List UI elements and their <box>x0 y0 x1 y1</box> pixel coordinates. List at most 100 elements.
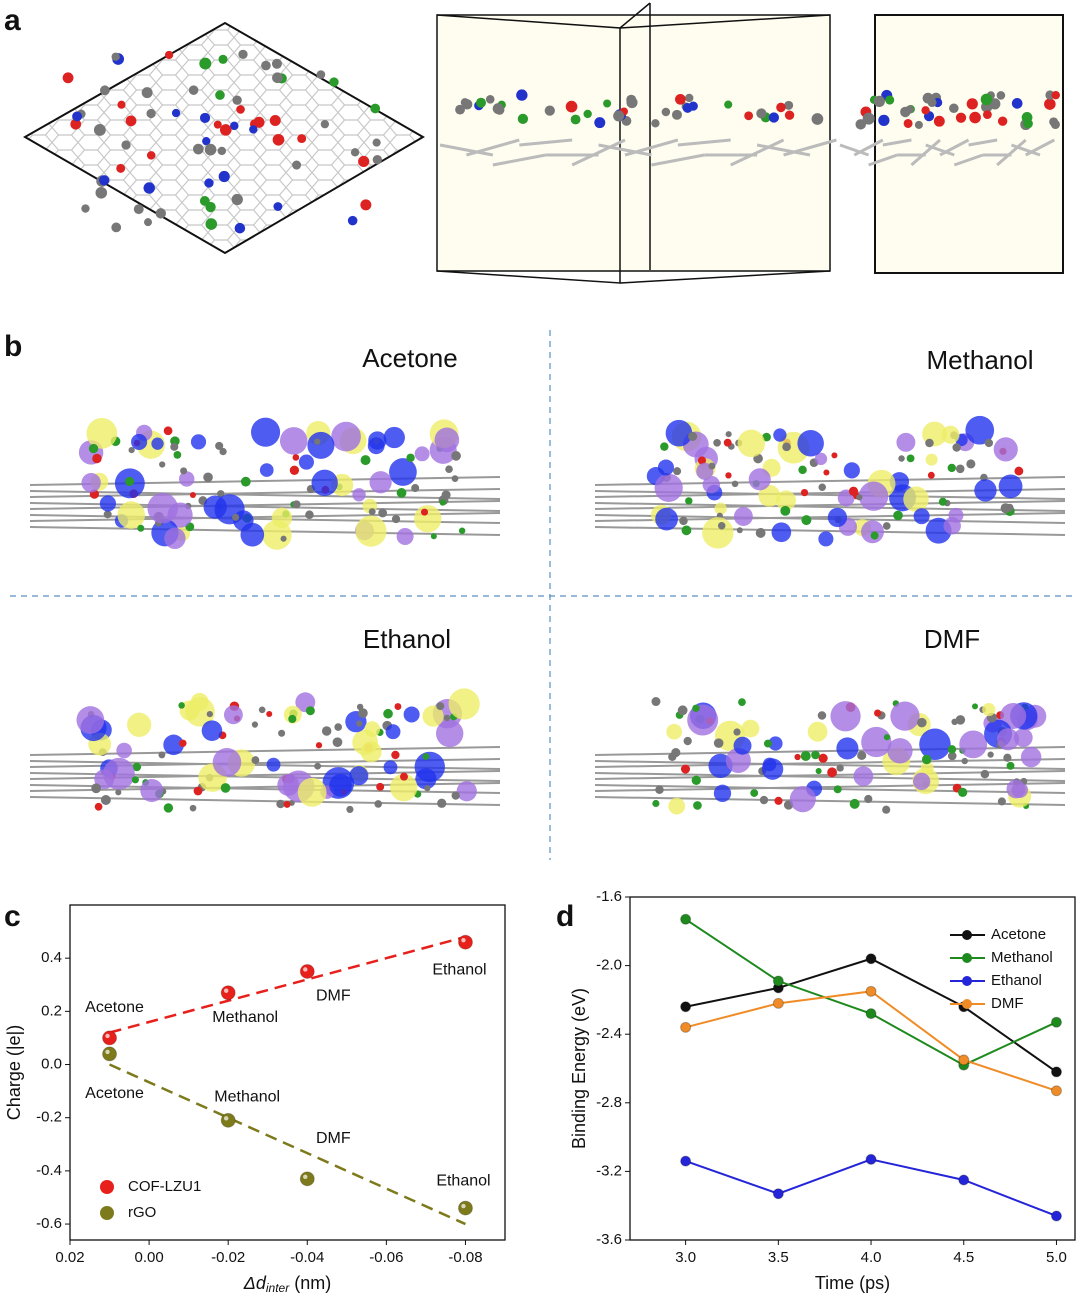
atom <box>439 499 446 506</box>
atom <box>411 484 420 493</box>
x-axis-title-part: inter <box>266 1281 290 1295</box>
atom <box>147 492 179 524</box>
x-tick-label: -0.02 <box>211 1249 245 1266</box>
atom <box>878 114 890 126</box>
atom <box>843 462 860 479</box>
atom <box>91 783 102 794</box>
atom <box>780 505 791 516</box>
atom <box>189 492 196 499</box>
atom <box>456 781 477 802</box>
bond <box>953 153 984 167</box>
atom <box>583 109 592 119</box>
bond <box>594 500 1066 510</box>
atom <box>736 527 743 534</box>
point <box>958 1054 970 1066</box>
atom <box>874 709 882 717</box>
atom <box>823 469 830 476</box>
atom <box>744 111 754 121</box>
atom <box>347 215 358 226</box>
atom <box>422 753 430 760</box>
atom <box>133 204 144 215</box>
atom <box>445 465 453 474</box>
atom <box>94 802 103 811</box>
atom <box>983 110 992 120</box>
atom <box>982 703 996 717</box>
atom <box>1006 779 1026 799</box>
atom <box>849 798 860 809</box>
y-tick-label: 0.4 <box>41 949 62 966</box>
atom <box>603 99 612 108</box>
atom <box>830 701 861 732</box>
point <box>299 1171 315 1187</box>
atom <box>671 747 681 758</box>
atom <box>202 136 211 146</box>
point-label: Acetone <box>85 999 144 1016</box>
atom <box>116 163 126 173</box>
atom <box>141 87 153 99</box>
point-label: Methanol <box>214 1089 280 1106</box>
point-label: DMF <box>316 988 351 1005</box>
atom <box>430 533 437 540</box>
bond <box>594 796 1066 806</box>
bond <box>519 138 573 147</box>
point-highlight <box>303 1174 308 1180</box>
bond <box>466 138 520 157</box>
atom <box>801 515 812 526</box>
atom <box>289 465 300 475</box>
atom <box>797 430 824 457</box>
atom <box>358 155 370 168</box>
atom <box>818 753 828 763</box>
atom <box>259 463 274 477</box>
atom <box>81 473 101 493</box>
x-tick-label: 3.5 <box>768 1249 789 1266</box>
point <box>680 1001 692 1013</box>
atom <box>738 698 746 706</box>
atom <box>997 797 1006 806</box>
atom <box>370 103 381 114</box>
atom <box>1050 119 1060 130</box>
atom <box>253 116 265 128</box>
atom <box>234 222 246 234</box>
point <box>220 1112 236 1128</box>
point-highlight <box>461 938 466 943</box>
atom <box>681 525 692 536</box>
fit-line <box>109 935 466 1034</box>
atom <box>626 96 638 109</box>
atom <box>903 486 929 512</box>
atom <box>158 751 166 759</box>
atom <box>258 706 266 714</box>
atom <box>394 703 402 710</box>
atom <box>262 520 292 550</box>
atom <box>1006 761 1015 770</box>
atom <box>941 425 960 444</box>
atom <box>836 737 859 760</box>
atom <box>115 789 122 796</box>
bond <box>756 143 811 157</box>
atom <box>272 72 283 84</box>
atom <box>271 58 282 69</box>
atom <box>570 114 581 125</box>
atom <box>436 702 445 711</box>
atom <box>94 769 115 790</box>
bond <box>492 153 546 167</box>
bond <box>996 138 1027 167</box>
atom <box>391 514 401 524</box>
atom <box>913 508 930 525</box>
point-label: DMF <box>316 1130 351 1147</box>
atom <box>966 98 978 110</box>
atom <box>288 714 297 724</box>
atom <box>232 95 242 105</box>
plot-frame <box>629 896 1076 1241</box>
atom <box>984 438 994 448</box>
atom <box>220 783 231 793</box>
y-tick-label: -3.2 <box>596 1162 622 1179</box>
atom <box>189 804 197 812</box>
atom <box>171 108 181 118</box>
atom <box>827 507 848 528</box>
atom <box>784 100 794 110</box>
atom <box>993 437 1018 462</box>
atom <box>654 473 683 502</box>
atom <box>756 108 767 119</box>
x-tick-label: 4.5 <box>953 1249 974 1266</box>
